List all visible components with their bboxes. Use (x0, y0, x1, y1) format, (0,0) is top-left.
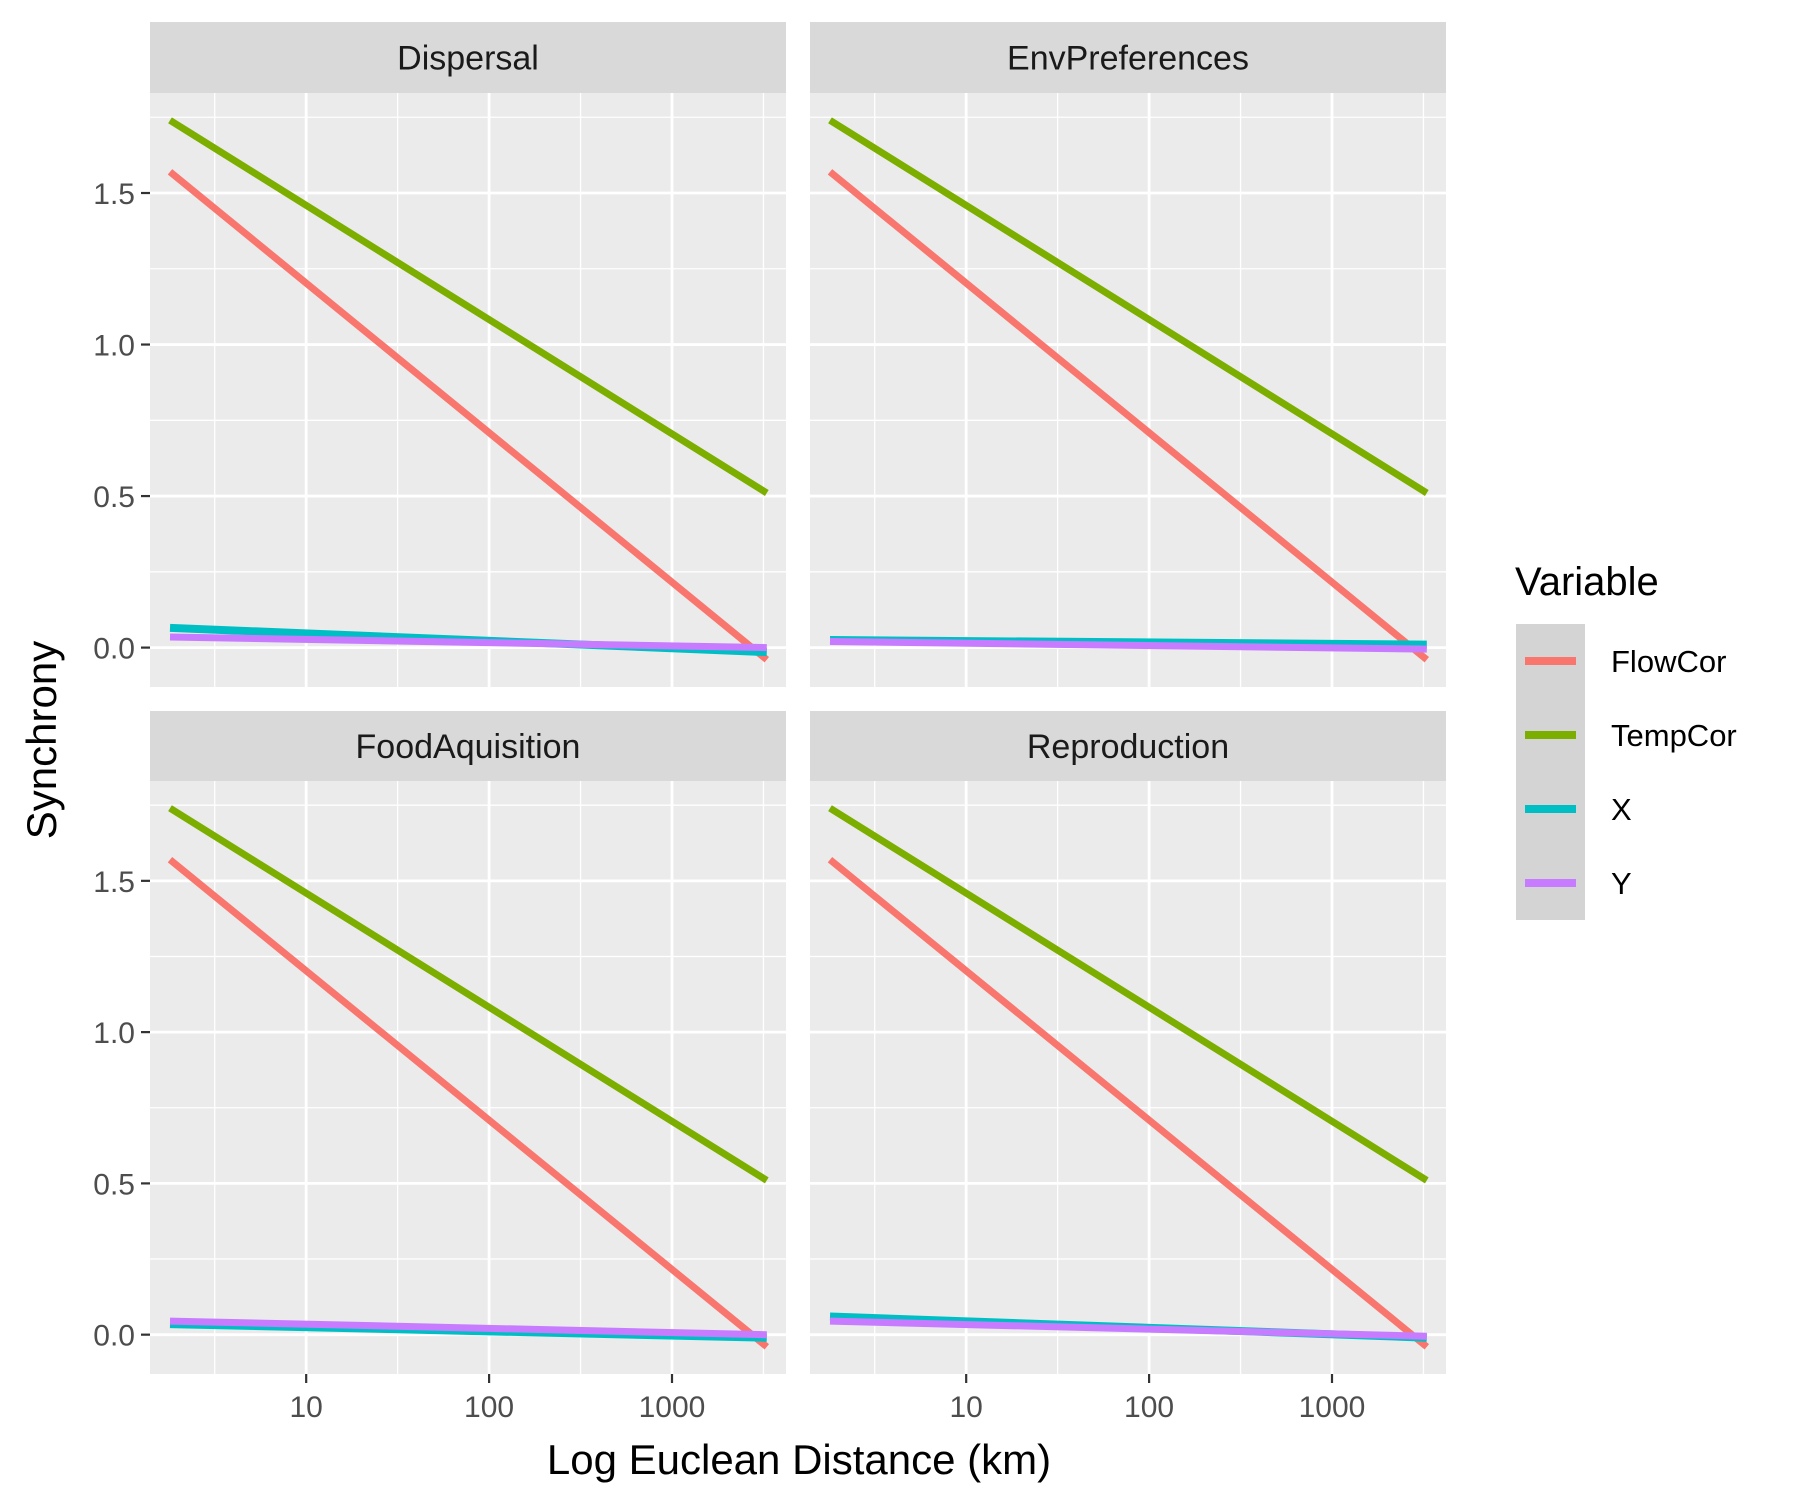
y-tick-label: 1.0 (93, 1017, 135, 1050)
series-line-tempcor (168, 805, 769, 1184)
legend-item-label: X (1611, 792, 1632, 827)
series-line-flowcor (827, 169, 1430, 663)
series-group (167, 805, 770, 1350)
facet-strip-label: Reproduction (1027, 728, 1229, 766)
series-line-tempcor (168, 117, 769, 496)
legend-item-label: TempCor (1611, 718, 1737, 753)
series-line-y (829, 1317, 1427, 1340)
facet-strip (810, 22, 1446, 93)
y-tick-label: 1.5 (93, 866, 135, 899)
facet-strip (150, 711, 786, 781)
y-tick-label: 0.5 (93, 481, 135, 514)
legend-item-label: Y (1611, 866, 1632, 901)
y-tick-label: 0.0 (93, 633, 135, 666)
series-line-flowcor (827, 856, 1430, 1350)
series-group (827, 805, 1430, 1350)
series-line-tempcor (828, 117, 1429, 496)
series-line-tempcor (828, 805, 1429, 1184)
series-line-flowcor (167, 169, 770, 663)
series-line-flowcor (167, 856, 770, 1350)
legend: Variable FlowCor TempCor X Y (1515, 560, 1737, 920)
y-tick-label: 1.5 (93, 178, 135, 211)
facet-strip (150, 22, 786, 93)
legend-title: Variable (1515, 560, 1659, 604)
facet-panel: EnvPreferences (810, 22, 1446, 687)
facet-strip-label: FoodAquisition (356, 728, 581, 766)
facet-strip-label: EnvPreferences (1007, 40, 1249, 78)
series-group (167, 117, 770, 663)
panels-layer: Dispersal EnvPreferences FoodAquisition Rep… (150, 22, 1446, 1374)
axes-layer: 0.0 0.5 1.0 1.5 0.0 0.5 1.0 1.5 10 100 1000 10 100 10… (93, 178, 1365, 1424)
x-tick-label: 1000 (639, 1391, 706, 1424)
series-group (827, 117, 1430, 663)
x-axis-title: Log Euclean Distance (km) (547, 1436, 1051, 1483)
x-tick-label: 100 (464, 1391, 514, 1424)
x-tick-label: 10 (949, 1391, 982, 1424)
x-tick-label: 10 (289, 1391, 322, 1424)
y-axis-title: Synchrony (18, 641, 65, 839)
y-tick-label: 0.0 (93, 1320, 135, 1353)
series-line-y (829, 638, 1427, 653)
y-tick-label: 0.5 (93, 1168, 135, 1201)
facet-panel: Reproduction (810, 711, 1446, 1374)
legend-item-label: FlowCor (1611, 644, 1726, 679)
facet-strip (810, 711, 1446, 781)
x-tick-label: 100 (1124, 1391, 1174, 1424)
series-line-y (169, 1317, 767, 1339)
facet-panel: Dispersal (150, 22, 786, 687)
facet-panel: FoodAquisition (150, 711, 786, 1374)
y-tick-label: 1.0 (93, 330, 135, 363)
facet-strip-label: Dispersal (397, 40, 539, 78)
series-line-y (169, 633, 767, 652)
x-tick-label: 1000 (1299, 1391, 1366, 1424)
